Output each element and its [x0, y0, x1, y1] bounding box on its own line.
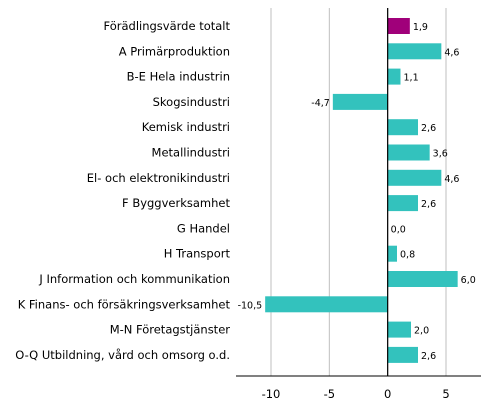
- bar: [387, 346, 418, 363]
- category-label: Metallindustri: [152, 146, 230, 160]
- axes: [236, 8, 481, 377]
- category-label: Förädlingsvärde totalt: [104, 19, 231, 33]
- category-label: Skogsindustri: [153, 95, 230, 109]
- value-label: 1,1: [404, 73, 419, 84]
- category-label: A Primärproduktion: [119, 44, 230, 58]
- x-tick-label: -10: [262, 387, 281, 401]
- value-label: 4,6: [444, 47, 459, 58]
- category-label: O-Q Utbildning, vård och omsorg o.d.: [15, 348, 230, 362]
- value-label: 6,0: [461, 275, 476, 286]
- value-label: 3,6: [433, 149, 448, 160]
- value-label: 2,0: [414, 326, 429, 337]
- value-label: -10,5: [238, 300, 263, 311]
- value-label: 1,9: [413, 22, 428, 33]
- bar: [387, 271, 458, 287]
- bars: [265, 18, 458, 363]
- gridlines: [270, 8, 447, 376]
- bar: [332, 93, 388, 110]
- value-label: 0,8: [400, 250, 415, 261]
- value-label: 2,6: [421, 199, 436, 210]
- x-tick-label: 0: [384, 387, 391, 401]
- bar: [387, 144, 430, 161]
- category-label: K Finans- och försäkringsverksamhet: [18, 297, 231, 311]
- bar: [387, 169, 442, 186]
- value-label: 4,6: [444, 174, 459, 185]
- value-label: 2,6: [421, 351, 436, 362]
- category-label: J Information och kommunikation: [38, 272, 230, 286]
- category-label: Kemisk industri: [142, 120, 230, 134]
- x-tick-label: 5: [442, 387, 449, 401]
- value-label: -4,7: [311, 98, 330, 109]
- labels: -10 -5 0 5 Förädlingsvärde totalt 1,9 A Primär…: [15, 19, 476, 401]
- bar: [387, 43, 442, 60]
- category-label: M-N Företagstjänster: [110, 323, 231, 337]
- category-label: B-E Hela industrin: [127, 70, 230, 84]
- bar: [387, 68, 401, 85]
- value-label: 0,0: [391, 224, 406, 235]
- bar: [387, 321, 411, 338]
- bar: [265, 296, 388, 313]
- value-label: 2,6: [421, 123, 436, 134]
- category-label: El- och elektronikindustri: [87, 171, 230, 185]
- bar: [387, 195, 418, 212]
- category-label: G Handel: [177, 221, 230, 235]
- bar: [387, 119, 418, 136]
- bar: [387, 18, 410, 34]
- category-label: F Byggverksamhet: [122, 196, 230, 210]
- category-label: H Transport: [164, 247, 231, 261]
- bar: [387, 245, 397, 262]
- x-tick-label: -5: [324, 387, 335, 401]
